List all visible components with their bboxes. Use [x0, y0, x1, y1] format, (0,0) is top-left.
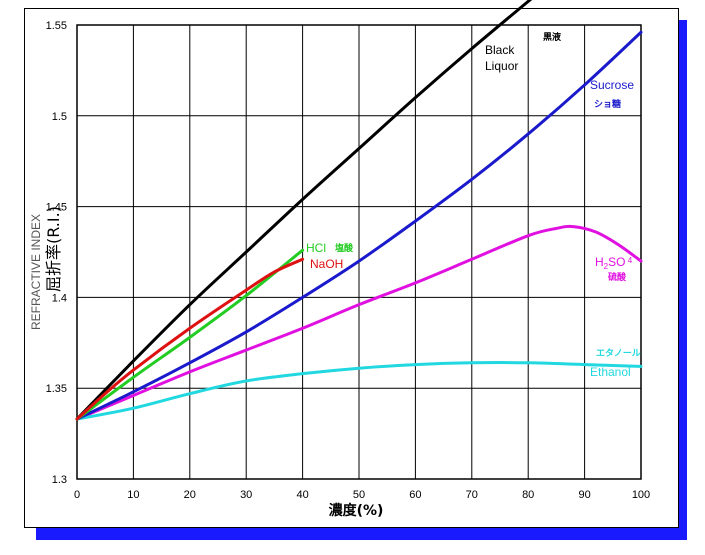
y-axis-title-faded: REFRACTIVE INDEX: [29, 214, 43, 330]
label-black-liquor-1: Black: [485, 43, 515, 57]
label-h2so4: H2SO 4: [595, 255, 633, 271]
x-tick-label: 50: [353, 489, 365, 501]
label-ethanol: Ethanol: [590, 365, 631, 379]
x-tick-label: 40: [296, 489, 308, 501]
label-hcl-jp: 塩酸: [335, 242, 354, 254]
x-tick-label: 90: [578, 489, 590, 501]
series-line-sucrose: [75, 30, 643, 421]
label-sucrose: Sucrose: [590, 78, 634, 92]
x-tick-label: 70: [466, 489, 478, 501]
label-naoh: NaOH: [310, 257, 343, 271]
series-group: [75, 0, 643, 421]
x-tick-label: 80: [522, 489, 534, 501]
x-tick-label: 60: [409, 489, 421, 501]
label-black-liquor-jp: 黒液: [543, 31, 562, 43]
label-hcl: HCl: [306, 241, 326, 255]
y-tick-label: 1.5: [52, 111, 67, 123]
series-line-naoh: [75, 257, 305, 421]
label-sucrose-jp: ショ糖: [594, 98, 621, 110]
x-tick-label: 0: [74, 489, 80, 501]
x-tick-label: 100: [632, 489, 650, 501]
y-tick-label: 1.4: [52, 292, 67, 304]
series-line-hcl: [75, 248, 305, 421]
x-tick-label: 30: [240, 489, 252, 501]
tick-labels: 0 10 20 30 40 50 60 70 80 90 100 1.3 1.35 1.4 1.45 1.5 1…: [46, 20, 651, 501]
x-tick-label: 20: [184, 489, 196, 501]
x-tick-label: 10: [127, 489, 139, 501]
label-h2so4-jp: 硫酸: [608, 271, 627, 283]
grid: [76, 24, 642, 480]
series-line-black-liquor: [75, 0, 533, 421]
label-ethanol-jp: エタノール: [596, 347, 641, 359]
y-tick-label: 1.35: [46, 383, 67, 395]
series-line-h2so4: [75, 224, 643, 421]
y-tick-label: 1.45: [46, 202, 67, 214]
label-black-liquor-2: Liquor: [485, 59, 518, 73]
series-line-ethanol: [75, 361, 643, 421]
y-tick-label: 1.55: [46, 20, 67, 32]
y-tick-label: 1.3: [52, 474, 67, 486]
y-axis-title: 屈折率(R.I.): [44, 206, 63, 292]
x-axis-title: 濃度(%): [329, 502, 384, 519]
